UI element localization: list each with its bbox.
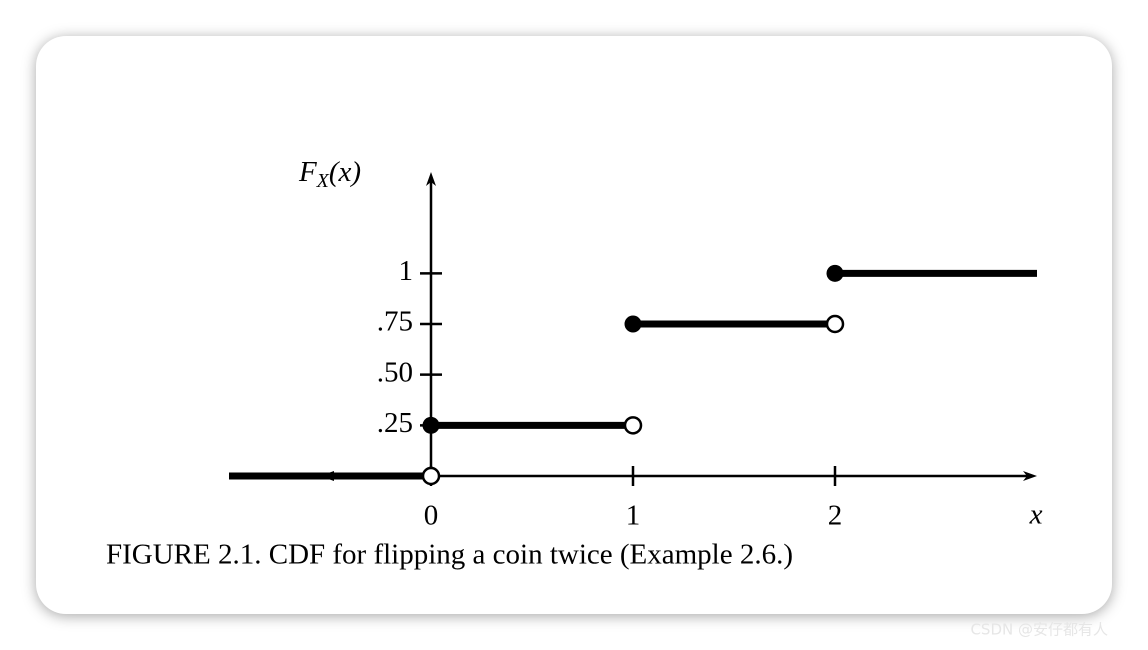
card <box>36 36 1112 614</box>
x-axis-label: x <box>1029 499 1043 531</box>
y-tick-label: 1 <box>399 255 414 287</box>
x-tick-label: 1 <box>626 500 641 532</box>
open-point <box>623 416 643 435</box>
y-tick-label: .50 <box>377 356 413 388</box>
caption: FIGURE 2.1. CDF for flipping a coin twic… <box>106 539 793 571</box>
watermark: CSDN @安仔都有人 <box>970 621 1108 639</box>
y-axis-label: FX(x) <box>298 156 361 192</box>
y-tick-label: .25 <box>377 407 413 439</box>
closed-point <box>826 264 844 282</box>
segment-arrow <box>320 471 334 481</box>
open-point <box>421 466 441 486</box>
closed-point <box>624 315 642 333</box>
y-tick-label: .75 <box>377 306 413 338</box>
y-axis-arrow <box>426 172 436 186</box>
closed-point <box>422 416 440 434</box>
x-axis-arrow <box>1023 471 1037 481</box>
open-point <box>825 314 845 334</box>
x-tick-label: 2 <box>828 500 843 532</box>
x-tick-label: 0 <box>424 500 439 532</box>
